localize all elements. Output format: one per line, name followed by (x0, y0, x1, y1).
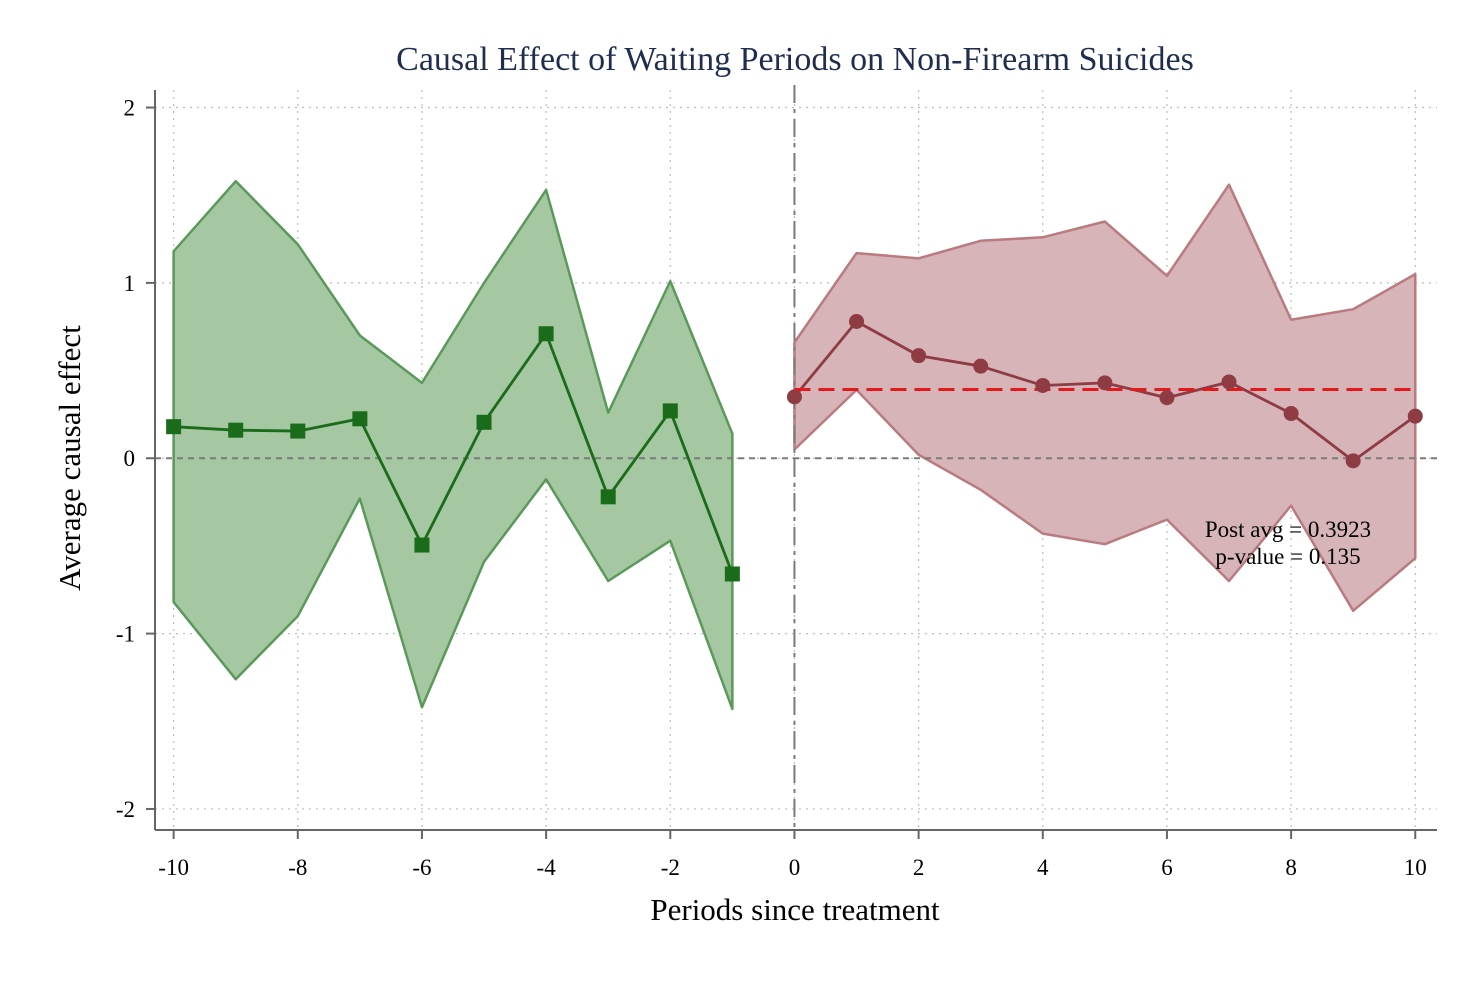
y-tick-label: 0 (124, 446, 136, 471)
data-point-marker (911, 348, 927, 364)
x-tick-label: -4 (537, 855, 557, 880)
x-axis-label: Periods since treatment (650, 892, 940, 927)
x-tick-label: -2 (661, 855, 680, 880)
data-point-marker (228, 422, 244, 438)
annotation-line: p-value = 0.135 (1215, 544, 1360, 569)
data-point-marker (973, 358, 989, 374)
data-point-marker (166, 419, 182, 435)
reference-lines (155, 85, 1437, 830)
data-point-marker (786, 389, 802, 405)
data-point-marker (1097, 375, 1113, 391)
y-tick-label: 2 (124, 96, 136, 121)
data-point-marker (1283, 406, 1299, 422)
series-lines (166, 313, 1423, 582)
x-tick-label: 0 (789, 855, 801, 880)
y-axis-label: Average causal effect (52, 325, 87, 591)
x-tick-label: 4 (1037, 855, 1049, 880)
data-point-marker (1345, 453, 1361, 469)
x-tick-label: -8 (288, 855, 307, 880)
data-point-marker (849, 313, 865, 329)
data-point-marker (1159, 390, 1175, 406)
x-tick-label: 2 (913, 855, 925, 880)
data-point-marker (724, 566, 740, 582)
x-tick-label: -10 (158, 855, 189, 880)
y-tick-label: 1 (124, 271, 136, 296)
data-point-marker (1407, 408, 1423, 424)
series-line-0 (173, 332, 734, 575)
x-tick-label: 10 (1404, 855, 1427, 880)
data-point-marker (1221, 374, 1237, 390)
data-point-marker (290, 423, 306, 439)
y-tick-label: -2 (116, 797, 135, 822)
x-tick-label: 6 (1161, 855, 1173, 880)
data-point-marker (662, 403, 678, 419)
confidence-bands (172, 179, 1417, 711)
x-tick-label: 8 (1285, 855, 1297, 880)
data-point-marker (538, 326, 554, 342)
data-point-marker (1035, 377, 1051, 393)
data-point-marker (600, 489, 616, 505)
confidence-band-0 (172, 179, 734, 711)
data-point-marker (352, 411, 368, 427)
chart-title: Causal Effect of Waiting Periods on Non-… (396, 41, 1194, 78)
y-tick-label: -1 (116, 622, 135, 647)
data-point-marker (414, 537, 430, 553)
annotation-line: Post avg = 0.3923 (1205, 517, 1371, 542)
data-point-marker (476, 414, 492, 430)
confidence-band-1 (793, 183, 1417, 613)
x-tick-label: -6 (412, 855, 431, 880)
